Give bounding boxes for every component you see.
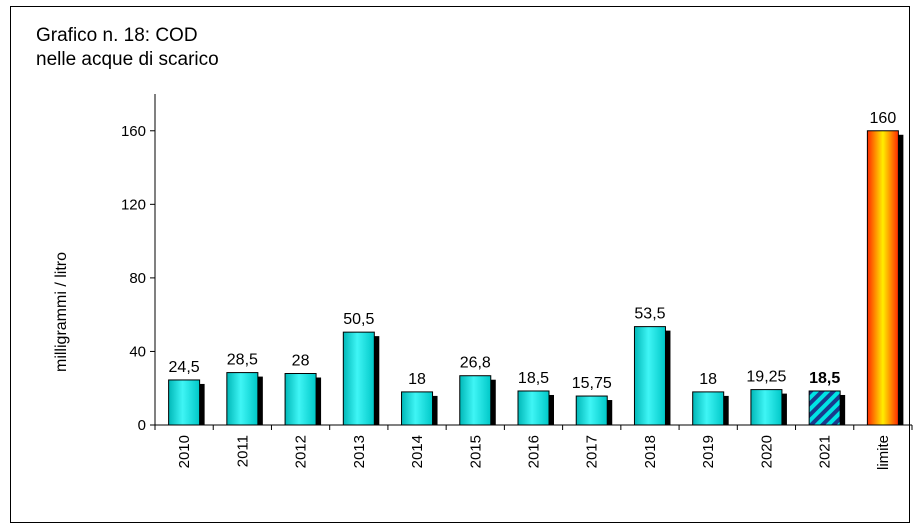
data-label-2016: 18,5 xyxy=(518,370,549,387)
chart-frame xyxy=(10,6,910,523)
bar-2021 xyxy=(808,390,841,426)
bars xyxy=(168,130,904,426)
data-label-2017: 15,75 xyxy=(572,375,612,392)
data-label-2015: 26,8 xyxy=(460,355,491,372)
data-label-2021: 18,5 xyxy=(809,370,840,387)
y-tick-label-160: 160 xyxy=(121,123,146,140)
data-label-limite: 160 xyxy=(870,110,897,127)
bar-limite xyxy=(866,130,899,426)
x-tick-label-limite: limite xyxy=(875,435,892,470)
bar-2018 xyxy=(633,326,666,426)
y-axis-label: milligrammi / litro xyxy=(53,252,70,372)
data-label-2010: 24,5 xyxy=(169,359,200,376)
x-tick-label-2018: 2018 xyxy=(642,435,659,468)
y-tick-label-0: 0 xyxy=(138,417,146,434)
bar-2012 xyxy=(284,373,317,426)
x-tick-label-2020: 2020 xyxy=(758,435,775,468)
x-tick-label-2016: 2016 xyxy=(526,435,543,468)
bar-2010 xyxy=(168,379,201,426)
data-label-2013: 50,5 xyxy=(343,311,374,328)
x-tick-label-2015: 2015 xyxy=(467,435,484,468)
x-tick-label-2011: 2011 xyxy=(234,435,251,467)
axes: 0 40 80 120 160 xyxy=(121,94,913,434)
data-label-2012: 28 xyxy=(292,353,310,370)
x-tick-labels: 2010 2011 2012 2013 2014 2015 2016 2017 2018 2019… xyxy=(176,435,892,470)
y-tick-label-40: 40 xyxy=(129,343,146,360)
chart-title: Grafico n. 18: COD nelle acque di scaric… xyxy=(36,24,219,72)
data-label-2014: 18 xyxy=(408,371,426,388)
x-tick-label-2019: 2019 xyxy=(700,435,717,468)
bar-2014 xyxy=(401,391,434,426)
y-tick-label-80: 80 xyxy=(129,270,146,287)
bar-2016 xyxy=(517,390,550,426)
data-label-2018: 53,5 xyxy=(634,306,665,323)
x-tick-label-2017: 2017 xyxy=(584,435,601,468)
bar-2015 xyxy=(459,375,492,426)
data-label-2011: 28,5 xyxy=(227,352,258,369)
bar-2017 xyxy=(575,395,608,426)
x-tick-label-2021: 2021 xyxy=(817,435,834,468)
bar-2020 xyxy=(750,389,783,426)
x-tick-label-2010: 2010 xyxy=(176,435,193,468)
bar-2019 xyxy=(692,391,725,426)
data-labels: 24,5 28,5 28 50,5 18 26,8 18,5 15,75 53,5 18 19,25… xyxy=(169,110,897,392)
x-tick-label-2012: 2012 xyxy=(293,435,310,468)
y-tick-label-120: 120 xyxy=(121,196,146,213)
data-label-2020: 19,25 xyxy=(746,369,786,386)
chart-title-line1: Grafico n. 18: COD xyxy=(36,25,198,46)
bar-2013 xyxy=(342,331,375,426)
data-label-2019: 18 xyxy=(699,371,717,388)
bar-2011 xyxy=(226,372,259,426)
chart-title-line2: nelle acque di scarico xyxy=(36,49,219,70)
x-tick-label-2014: 2014 xyxy=(409,435,426,468)
x-tick-label-2013: 2013 xyxy=(351,435,368,468)
